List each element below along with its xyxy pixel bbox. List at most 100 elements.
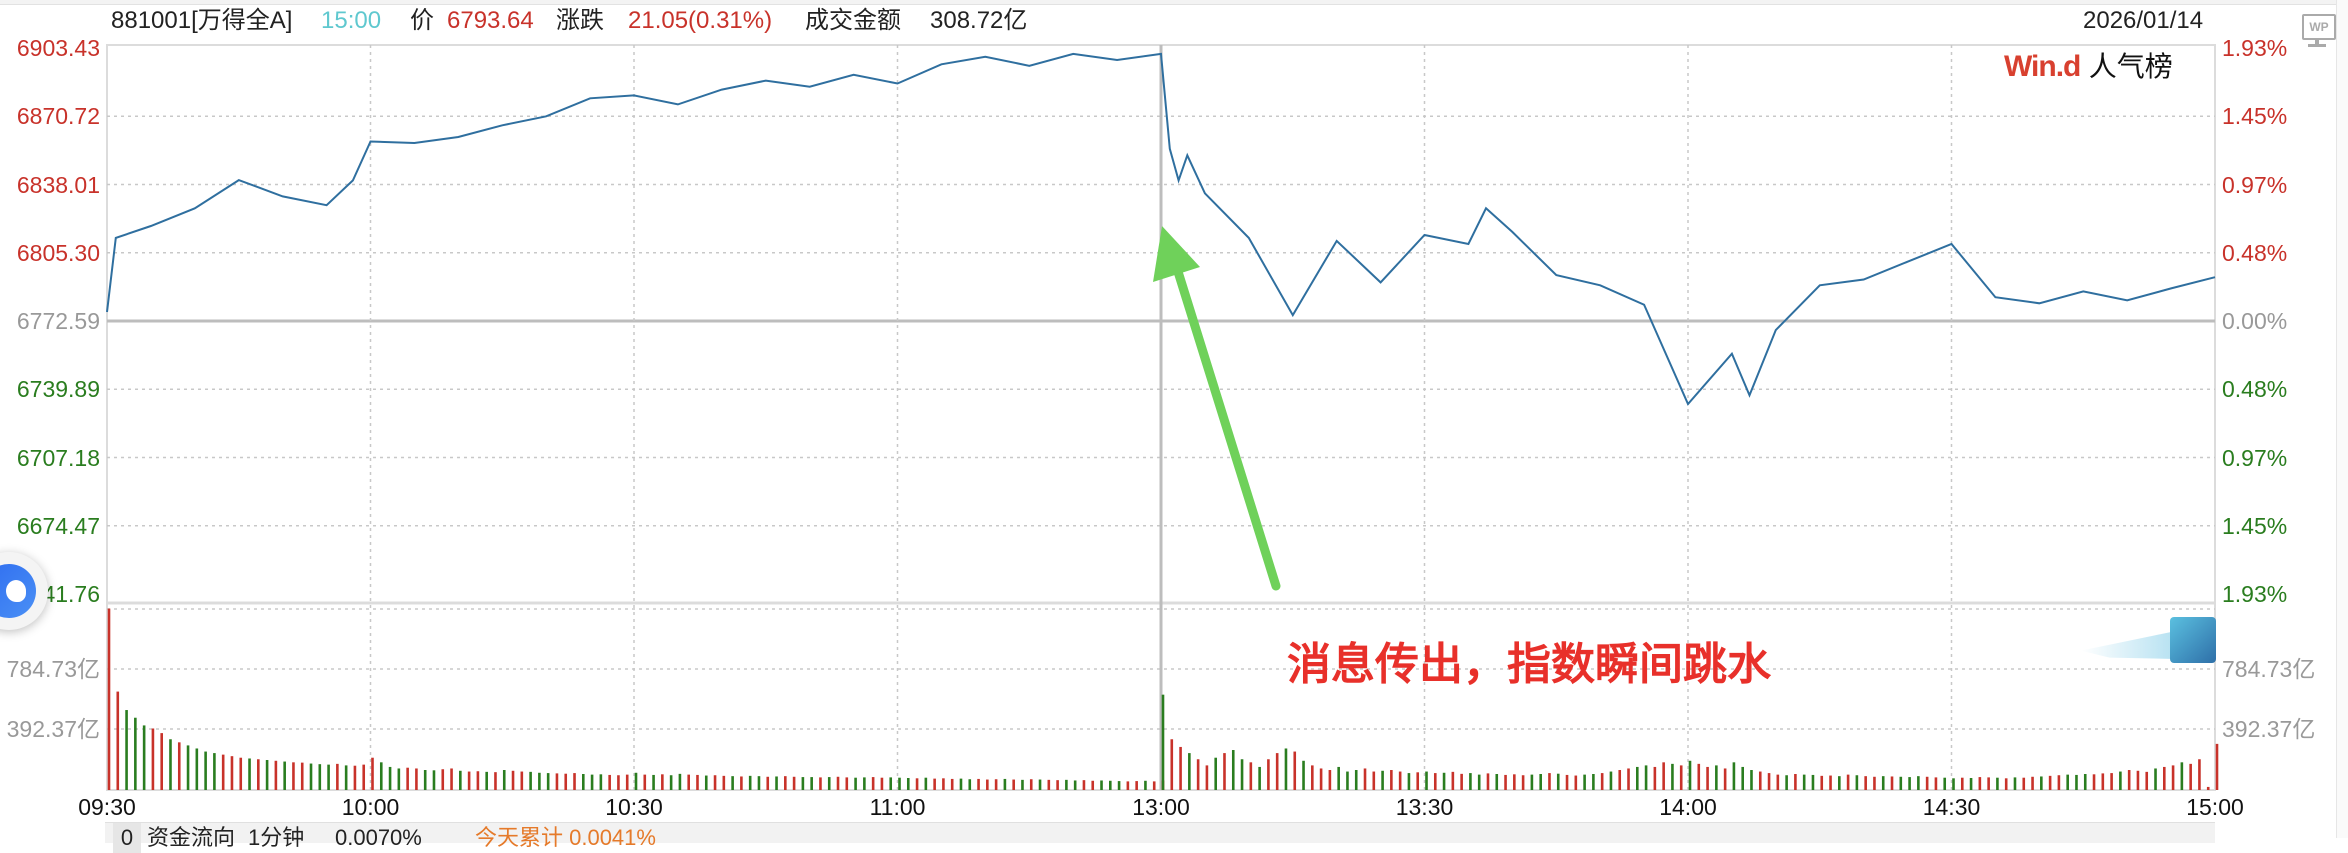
wp-icon[interactable]: WP bbox=[2302, 14, 2336, 40]
price-value: 6793.64 bbox=[447, 7, 534, 34]
wind-popularity-logo[interactable]: Win.d 人气榜 bbox=[2004, 50, 2173, 84]
volume-bar bbox=[1776, 774, 1780, 790]
volume-bar bbox=[784, 776, 787, 790]
volume-bar bbox=[2189, 763, 2192, 790]
volume-bar bbox=[546, 773, 550, 790]
volume-bar bbox=[379, 762, 383, 790]
turnover-label: 成交金额 bbox=[805, 7, 901, 34]
volume-bar bbox=[1223, 753, 1226, 790]
volume-bar bbox=[1047, 779, 1051, 790]
percent-tick: 0.97% bbox=[2222, 444, 2288, 471]
volume-bar bbox=[1003, 778, 1007, 790]
volume-bar bbox=[2101, 773, 2105, 790]
volume-bar bbox=[1152, 781, 1156, 790]
fund-flow-bar: 0 资金流向 1分钟 0.0070% 今天累计 0.0041% bbox=[105, 822, 2215, 853]
fund-flow-cumulative: 今天累计 0.0041% bbox=[475, 825, 656, 850]
volume-bar bbox=[2048, 775, 2052, 790]
volume-bar bbox=[1346, 771, 1349, 790]
volume-bar bbox=[2171, 765, 2175, 790]
volume-bar bbox=[810, 777, 813, 790]
volume-bar bbox=[1521, 775, 1525, 790]
volume-bar bbox=[1592, 774, 1595, 790]
volume-bar bbox=[1319, 768, 1323, 790]
volume-bar bbox=[169, 739, 172, 790]
volume-bar bbox=[265, 760, 269, 790]
volume-bar bbox=[1302, 760, 1305, 790]
volume-bar bbox=[1398, 771, 1402, 790]
volume-bar bbox=[1943, 777, 1947, 790]
time-tick: 14:00 bbox=[1659, 794, 1717, 820]
index-code-name: 881001[万得全A] bbox=[111, 7, 293, 34]
volume-bar bbox=[564, 773, 568, 790]
price-tick: 6707.18 bbox=[16, 444, 100, 471]
volume-bar bbox=[1688, 760, 1692, 790]
arrow-head bbox=[1153, 226, 1200, 282]
volume-bar bbox=[248, 758, 251, 790]
volume-bar bbox=[1636, 766, 1639, 790]
volume-bar bbox=[494, 772, 497, 790]
percent-tick: 1.93% bbox=[2222, 35, 2288, 61]
volume-bar bbox=[1978, 777, 1982, 790]
fund-flow-period[interactable]: 1分钟 bbox=[248, 825, 305, 850]
volume-bar bbox=[942, 778, 945, 790]
volume-bar bbox=[1117, 781, 1121, 790]
volume-bar bbox=[353, 765, 357, 790]
volume-bar bbox=[134, 717, 137, 790]
volume-bar bbox=[801, 777, 805, 790]
volume-bar bbox=[186, 745, 190, 790]
volume-bar bbox=[1556, 773, 1560, 790]
volume-bar bbox=[327, 764, 330, 790]
volume-bar bbox=[2083, 774, 2087, 790]
right-scroll-strip[interactable] bbox=[2336, 0, 2348, 838]
wp-icon-base bbox=[2308, 44, 2326, 47]
volume-bar bbox=[2013, 777, 2017, 790]
percent-tick: 0.48% bbox=[2222, 239, 2288, 266]
arrow-shaft bbox=[1170, 257, 1281, 591]
volume-bar bbox=[1583, 774, 1586, 790]
volume-bar bbox=[1618, 770, 1622, 790]
volume-bar bbox=[2145, 771, 2149, 790]
volume-bar bbox=[1855, 775, 1859, 790]
volume-bar bbox=[1548, 773, 1551, 790]
volume-bar bbox=[459, 770, 462, 790]
volume-bar bbox=[740, 776, 743, 790]
volume-bar bbox=[599, 774, 603, 790]
volume-bars bbox=[107, 608, 2219, 790]
volume-bar bbox=[1609, 771, 1613, 790]
volume-bar bbox=[1574, 775, 1578, 790]
volume-bar bbox=[1864, 776, 1867, 790]
volume-bar bbox=[1328, 770, 1332, 790]
volume-bar bbox=[1627, 768, 1630, 790]
volume-bar bbox=[1433, 773, 1437, 790]
volume-bar bbox=[678, 773, 682, 790]
volume-bar bbox=[1750, 770, 1753, 790]
volume-bar bbox=[2163, 766, 2166, 790]
volume-bar bbox=[1600, 773, 1604, 790]
volume-bar bbox=[1381, 770, 1384, 790]
volume-bar bbox=[362, 764, 366, 790]
volume-bar bbox=[485, 771, 488, 790]
volume-tick-right: 392.37亿 bbox=[2222, 716, 2316, 742]
wind-float-widget[interactable] bbox=[2080, 617, 2216, 665]
volume-bar bbox=[1925, 776, 1929, 790]
time-tick: 09:30 bbox=[78, 794, 136, 820]
volume-bar bbox=[257, 759, 260, 790]
volume-tick: 392.37亿 bbox=[6, 716, 100, 742]
fund-flow-index[interactable]: 0 bbox=[113, 823, 141, 853]
percent-tick: 1.45% bbox=[2222, 512, 2288, 539]
volume-bar bbox=[2127, 770, 2131, 790]
volume-bar bbox=[1715, 765, 1718, 790]
volume-bar bbox=[2040, 776, 2043, 790]
volume-bar bbox=[1679, 765, 1683, 790]
volume-bar bbox=[2022, 777, 2026, 790]
volume-bar bbox=[696, 774, 699, 790]
widget-square-icon bbox=[2170, 617, 2216, 663]
volume-bar bbox=[107, 608, 111, 790]
price-label: 价 bbox=[410, 7, 434, 34]
volume-tick: 784.73亿 bbox=[6, 656, 100, 682]
volume-bar bbox=[1179, 746, 1182, 790]
volume-bar bbox=[1732, 762, 1736, 790]
volume-bar bbox=[388, 766, 392, 790]
volume-bar bbox=[450, 768, 453, 790]
